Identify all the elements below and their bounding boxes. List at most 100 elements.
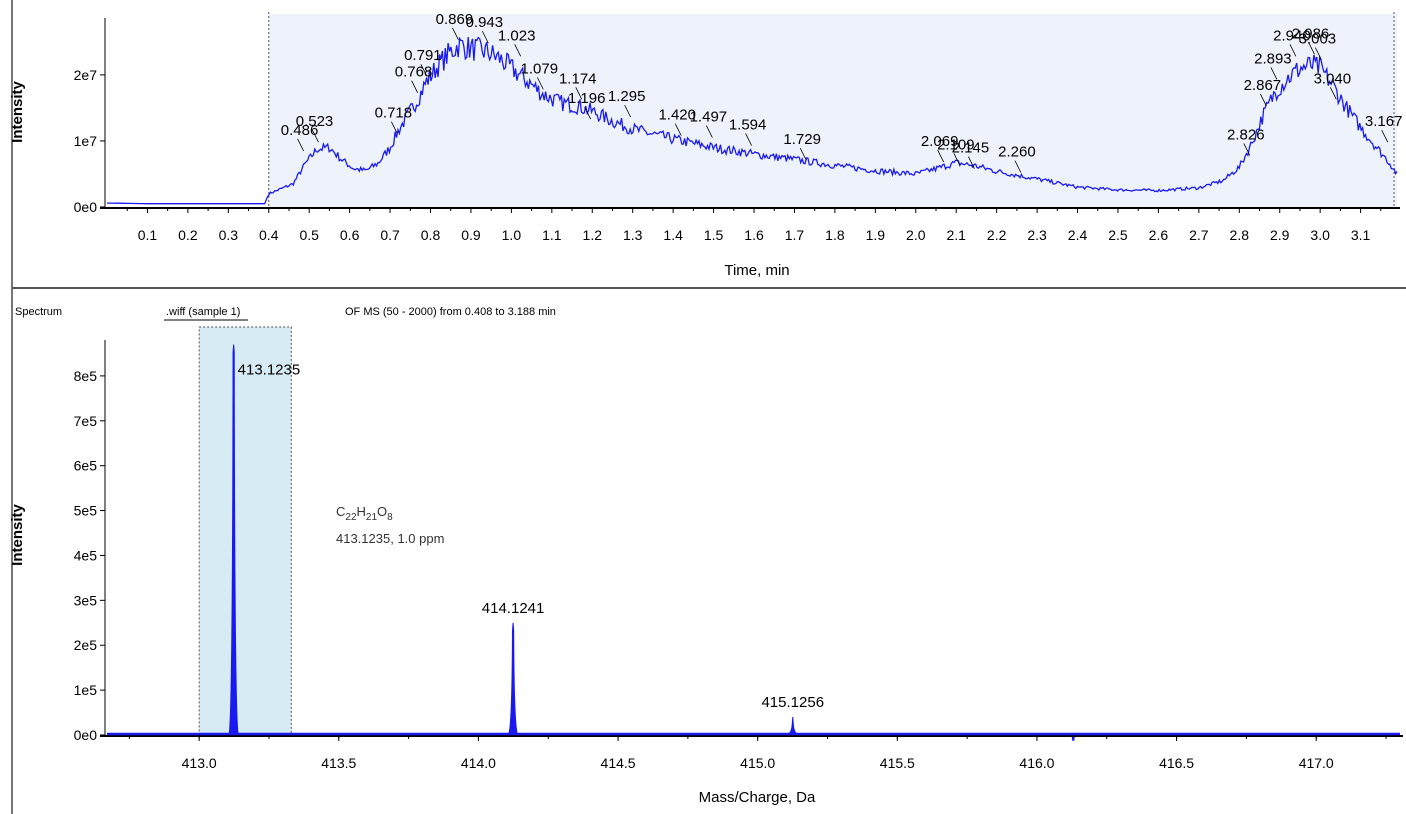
molecular-formula: C22H21O8	[336, 504, 393, 523]
chromatogram-peak-label: 2.826	[1227, 126, 1265, 143]
chromatogram-peak-leader	[481, 30, 489, 44]
chromatogram-x-tick-label: 2.4	[1068, 227, 1088, 243]
chromatogram-peak-label: 0.768	[395, 64, 433, 81]
chromatogram-x-tick-label: 1.0	[502, 227, 522, 243]
chromatogram-peak-leader	[624, 104, 632, 118]
spectrum-x-tick-label: 415.0	[740, 755, 775, 771]
chromatogram-peak-leader	[1260, 93, 1267, 107]
spectrum-y-tick-label: 6e5	[74, 458, 98, 474]
chromatogram-x-tick-label: 0.8	[421, 227, 441, 243]
chromatogram-x-tick-label: 1.7	[785, 227, 805, 243]
chromatogram-peak-leader	[312, 130, 319, 143]
spectrum-x-ticks: 413.0 413.5 414.0 414.5 415.0 415.5 416.0 416.5…	[128, 736, 1387, 771]
chromatogram-peak-label: 3.003	[1299, 31, 1337, 48]
spectrum-x-tick-label: 416.5	[1159, 755, 1194, 771]
chromatogram-peak-leader	[452, 27, 459, 41]
chromatogram-peak-leader	[674, 123, 682, 136]
spectrum-peak	[227, 344, 241, 736]
chromatogram-selected-range	[268, 14, 1397, 207]
chromatogram-peak-label: 2.109	[937, 136, 975, 153]
spectrum-y-ticks: 0e0 1e5 2e5 3e5 4e5 5e5 6e5 7e5 8e5	[74, 368, 105, 743]
chromatogram-peak-leader	[1315, 47, 1322, 60]
chromatogram-peak-label: 2.986	[1292, 25, 1330, 42]
spectrum-peak-label: 415.1256	[761, 694, 824, 711]
chromatogram-panel: 0.1 0.2 0.3 0.4 0.5 0.6 0.7 0.8 0.9 1.0 1.1 1.2 1.3 1…	[9, 11, 1402, 279]
chromatogram-y-label: Intensity	[9, 81, 26, 143]
spectrum-y-tick-label: 2e5	[74, 637, 98, 653]
chromatogram-peak-leader	[390, 121, 398, 134]
chromatogram-peak-leader	[706, 125, 713, 138]
chromatogram-peak-label: 1.594	[729, 117, 767, 134]
chromatogram-x-tick-label: 1.4	[663, 227, 683, 243]
chromatogram-x-tick-label: 0.1	[138, 227, 158, 243]
chromatogram-peak-label: 0.869	[436, 11, 474, 28]
chromatogram-x-tick-label: 1.9	[866, 227, 886, 243]
chromatogram-peak-label: 1.729	[783, 131, 821, 148]
spectrum-x-tick-label: 416.0	[1019, 755, 1054, 771]
chromatogram-peak-leader	[1014, 160, 1022, 173]
chromatogram-y-tick-label: 0e0	[74, 199, 98, 215]
chromatogram-x-tick-label: 0.5	[299, 227, 319, 243]
chromatogram-x-tick-label: 1.8	[825, 227, 845, 243]
spectrum-scan-info: OF MS (50 - 2000) from 0.408 to 3.188 mi…	[345, 306, 556, 318]
chromatogram-x-tick-label: 1.2	[583, 227, 603, 243]
spectrum-y-tick-label: 8e5	[74, 368, 98, 384]
chromatogram-peak-label: 1.079	[521, 60, 559, 77]
chromatogram-peak-label: 1.174	[559, 70, 597, 87]
chromatogram-peak-leader	[411, 80, 418, 93]
spectrum-x-tick-label: 413.5	[321, 755, 356, 771]
spectrum-x-tick-label: 413.0	[182, 755, 217, 771]
spectrum-highlight-range[interactable]	[198, 326, 292, 736]
chromatogram-peak-label: 1.196	[568, 90, 606, 107]
chromatogram-peak-leader	[1270, 67, 1278, 80]
chromatogram-peak-leader	[1289, 44, 1297, 57]
chromatogram-peak-label: 1.295	[608, 88, 646, 105]
formula-mass-error: 413.1235, 1.0 ppm	[336, 531, 444, 546]
chromatogram-x-tick-label: 1.6	[744, 227, 764, 243]
chromatogram-peak-label: 2.260	[998, 144, 1036, 161]
chromatogram-x-ticks: 0.1 0.2 0.3 0.4 0.5 0.6 0.7 0.8 0.9 1.0 1.1 1.2 1.3 1…	[126, 208, 1382, 243]
chromatogram-x-tick-label: 0.4	[259, 227, 279, 243]
chromatogram-x-tick-label: 0.7	[380, 227, 400, 243]
chromatogram-x-tick-label: 1.3	[623, 227, 643, 243]
chromatogram-peak-label: 0.943	[466, 14, 504, 31]
chromatogram-peak-leader	[1329, 87, 1337, 100]
spectrum-title: Spectrum	[15, 306, 62, 318]
chromatogram-x-tick-label: 2.9	[1270, 227, 1290, 243]
chromatogram-peak-label: 2.145	[952, 140, 990, 157]
chromatogram-peak-label: 0.523	[296, 113, 334, 130]
chromatogram-x-tick-label: 1.5	[704, 227, 724, 243]
chromatogram-peak-label: 2.940	[1273, 27, 1311, 44]
chromatogram-x-tick-label: 2.5	[1108, 227, 1128, 243]
spectrum-y-tick-label: 7e5	[74, 413, 98, 429]
chromatogram-y-tick-label: 1e7	[74, 133, 98, 149]
spectrum-y-tick-label: 0e0	[74, 727, 98, 743]
chromatogram-peak-leader	[953, 153, 961, 166]
chromatogram-peak-leader	[420, 63, 428, 77]
chromatogram-peak-label: 3.167	[1365, 113, 1403, 130]
chromatogram-peak-label: 2.069	[921, 133, 959, 150]
chromatogram-peak-leader	[297, 138, 304, 152]
chromatogram-x-tick-label: 2.1	[946, 227, 966, 243]
chromatogram-x-tick-label: 2.3	[1027, 227, 1047, 243]
spectrum-sample-label[interactable]: .wiff (sample 1)	[166, 306, 240, 318]
spectrum-x-tick-label: 417.0	[1299, 755, 1334, 771]
chromatogram-x-tick-label: 0.3	[219, 227, 239, 243]
chromatogram-peak-label: 1.023	[498, 27, 536, 44]
chromatogram-peak-label: 0.791	[404, 47, 442, 64]
chromatogram-x-tick-label: 3.1	[1351, 227, 1371, 243]
chromatogram-x-tick-label: 2.7	[1189, 227, 1209, 243]
chromatogram-peak-label: 2.893	[1254, 50, 1292, 67]
spectrum-y-label: Intensity	[9, 504, 26, 566]
spectrum-x-tick-label: 414.5	[601, 755, 636, 771]
spectrum-x-label: Mass/Charge, Da	[699, 789, 816, 806]
spectrum-x-tick-label: 414.0	[461, 755, 496, 771]
chromatogram-peak-leader	[575, 87, 583, 100]
spectrum-y-tick-label: 3e5	[74, 592, 98, 608]
chromatogram-x-tick-label: 0.6	[340, 227, 360, 243]
spectrum-x-tick-label: 415.5	[880, 755, 915, 771]
chromatogram-peak-leader	[1243, 143, 1251, 156]
chromatogram-peak-leader	[968, 156, 975, 169]
